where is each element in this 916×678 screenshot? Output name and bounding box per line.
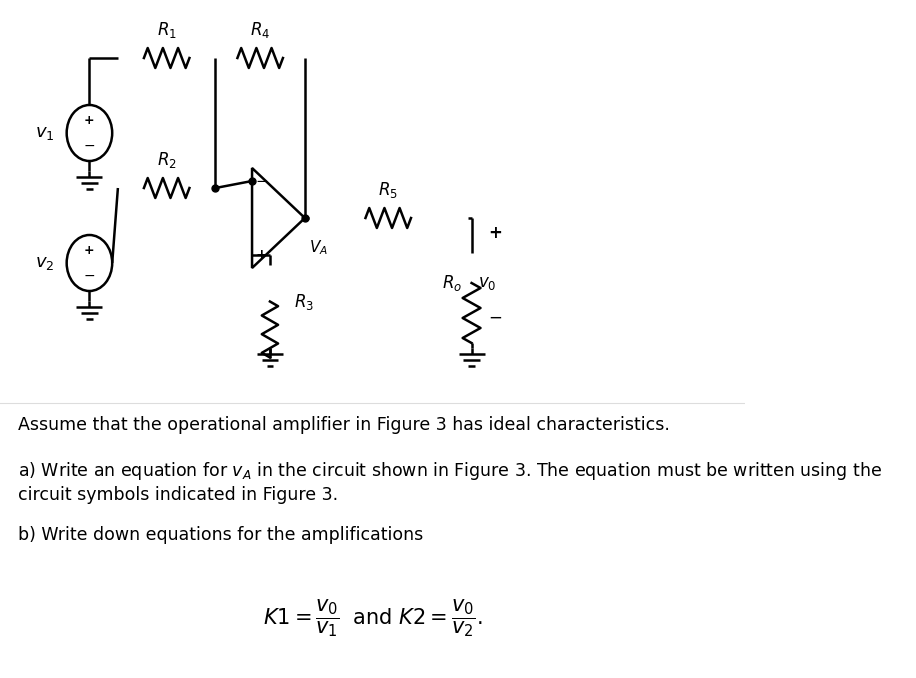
Text: $R_5$: $R_5$ (378, 180, 398, 200)
Text: $R_o$: $R_o$ (442, 273, 462, 293)
Text: $v_1$: $v_1$ (35, 124, 54, 142)
Text: $v_0$: $v_0$ (478, 274, 496, 292)
Text: $R_4$: $R_4$ (250, 20, 270, 40)
Text: −: − (83, 138, 95, 153)
Text: a) Write an equation for $v_A$ in the circuit shown in Figure 3. The equation mu: a) Write an equation for $v_A$ in the ci… (18, 460, 882, 482)
Text: b) Write down equations for the amplifications: b) Write down equations for the amplific… (18, 526, 423, 544)
Text: circuit symbols indicated in Figure 3.: circuit symbols indicated in Figure 3. (18, 486, 338, 504)
Text: $R_1$: $R_1$ (157, 20, 177, 40)
Text: $K1 = \dfrac{v_0}{v_1}\;$ and $K2 = \dfrac{v_0}{v_2}.$: $K1 = \dfrac{v_0}{v_1}\;$ and $K2 = \dfr… (263, 597, 482, 639)
Text: −: − (488, 309, 502, 327)
Text: $v_2$: $v_2$ (35, 254, 54, 272)
Text: $R_3$: $R_3$ (294, 292, 314, 311)
Text: +: + (256, 248, 267, 262)
Text: $V_A$: $V_A$ (309, 238, 328, 257)
Text: $R_2$: $R_2$ (157, 150, 177, 170)
Text: −: − (83, 268, 95, 283)
Text: +: + (84, 244, 94, 257)
Text: +: + (488, 224, 502, 242)
Text: −: − (256, 174, 268, 188)
Text: +: + (84, 114, 94, 127)
Text: Assume that the operational amplifier in Figure 3 has ideal characteristics.: Assume that the operational amplifier in… (18, 416, 670, 434)
